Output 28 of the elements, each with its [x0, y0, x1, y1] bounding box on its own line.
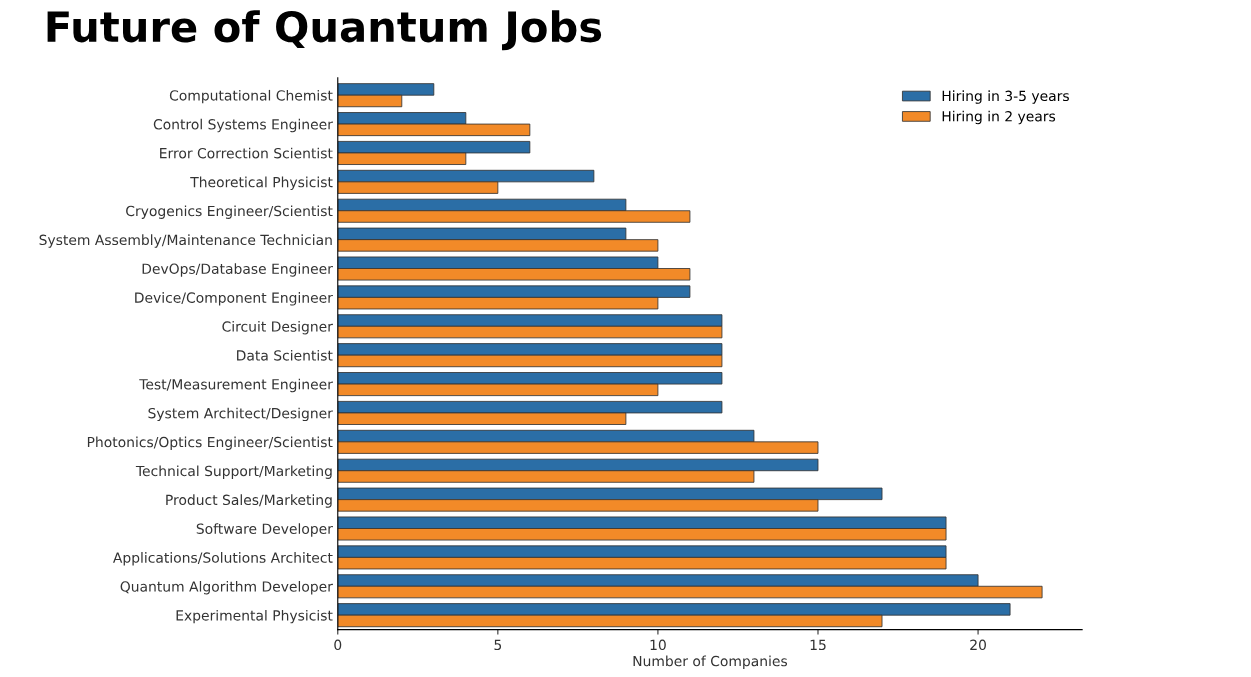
- chart-title: Future of Quantum Jobs: [47, 10, 602, 51]
- y-tick-label: Photonics/Optics Engineer/Scientist: [87, 436, 333, 451]
- y-tick-label: DevOps/Database Engineer: [142, 263, 333, 277]
- y-tick-label: Software Developer: [196, 523, 333, 537]
- y-tick-label: Error Correction Scientist: [160, 147, 333, 159]
- y-tick-label: System Architect/Designer: [148, 407, 333, 422]
- y-tick-label: Quantum Algorithm Developer: [120, 581, 333, 595]
- y-tick-label: Circuit Designer: [222, 321, 333, 335]
- x-tick-label: 15: [810, 639, 826, 651]
- y-tick-label: Test/Measurement Engineer: [139, 378, 333, 393]
- y-tick-label: System Assembly/Maintenance Technician: [39, 234, 332, 248]
- y-tick-label: Technical Support/Marketing: [135, 465, 332, 479]
- x-tick-label: 5: [494, 639, 502, 651]
- x-axis-title: Number of Companies: [633, 655, 788, 669]
- y-tick-label: Applications/Solutions Architect: [113, 552, 333, 566]
- y-tick-label: Experimental Physicist: [176, 609, 333, 624]
- legend-label: Hiring in 2 years: [942, 110, 1056, 125]
- y-tick-label: Theoretical Physicist: [190, 176, 333, 191]
- y-tick-label: Product Sales/Marketing: [166, 494, 332, 508]
- y-tick-label: Cryogenics Engineer/Scientist: [126, 205, 333, 219]
- legend-label: Hiring in 3-5 years: [942, 90, 1069, 104]
- y-tick-label: Data Scientist: [237, 349, 333, 361]
- x-tick-label: 0: [334, 639, 342, 651]
- y-tick-label: Device/Component Engineer: [135, 292, 333, 306]
- y-tick-label: Control Systems Engineer: [153, 118, 333, 133]
- y-tick-label: Computational Chemist: [169, 89, 333, 104]
- x-tick-label: 20: [970, 639, 986, 651]
- x-tick-label: 10: [650, 639, 666, 651]
